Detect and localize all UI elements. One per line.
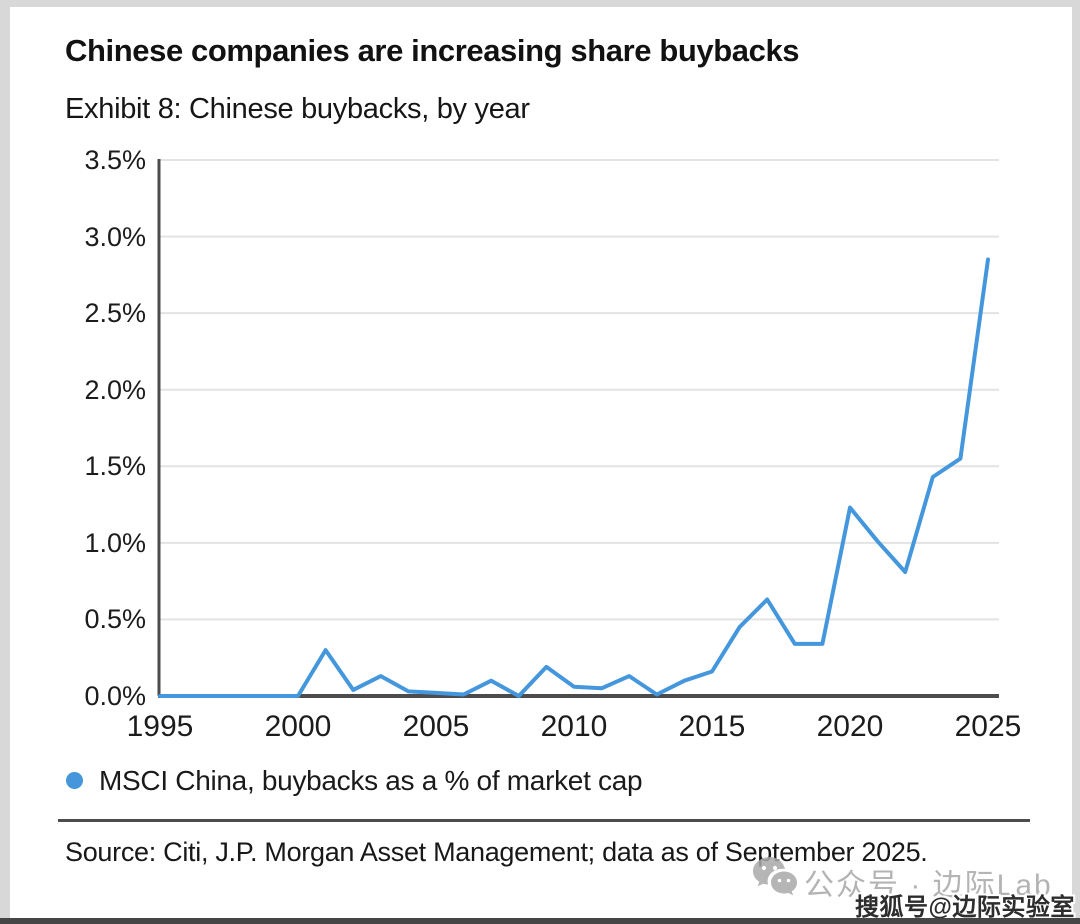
legend-label: MSCI China, buybacks as a % of market ca… bbox=[99, 765, 643, 796]
x-tick-label: 1995 bbox=[126, 710, 194, 743]
x-tick-label: 2025 bbox=[954, 710, 1022, 743]
chart-subtitle: Exhibit 8: Chinese buybacks, by year bbox=[65, 93, 530, 125]
footer-divider bbox=[58, 819, 1030, 822]
sohu-watermark-text: 搜狐号@边际实验室 bbox=[855, 894, 1075, 921]
y-tick-label: 3.0% bbox=[84, 221, 146, 252]
source-text: Source: Citi, J.P. Morgan Asset Manageme… bbox=[65, 837, 928, 867]
y-tick-label: 1.5% bbox=[84, 451, 146, 482]
page-title: Chinese companies are increasing share b… bbox=[65, 33, 800, 68]
x-tick-label: 2020 bbox=[816, 710, 884, 743]
chart-card: Chinese companies are increasing share b… bbox=[10, 7, 1074, 921]
chart-canvas bbox=[157, 159, 999, 698]
legend-marker-icon bbox=[66, 772, 83, 789]
y-tick-label: 0.0% bbox=[84, 681, 146, 711]
y-tick-label: 3.5% bbox=[84, 145, 146, 175]
x-tick-label: 2005 bbox=[402, 710, 470, 743]
wechat-watermark-text: 公众号 · 边际Lab bbox=[804, 869, 1053, 902]
wechat-icon bbox=[753, 857, 797, 896]
bottom-border-bar bbox=[0, 918, 1080, 924]
y-tick-label: 0.5% bbox=[84, 604, 146, 635]
y-tick-label: 2.0% bbox=[84, 374, 146, 405]
y-tick-label: 2.5% bbox=[84, 298, 146, 329]
x-tick-label: 2010 bbox=[540, 710, 608, 743]
x-tick-label: 2000 bbox=[264, 710, 332, 743]
x-tick-label: 2015 bbox=[678, 710, 746, 743]
line-chart: 3.5% 3.0% 2.5% 2.0% 1.5% 1.0% 0.5% 0.0% 1995 200… bbox=[10, 7, 1072, 918]
y-tick-label: 1.0% bbox=[84, 527, 146, 558]
wechat-watermark: 公众号 · 边际Lab bbox=[752, 855, 1051, 905]
data-series-line bbox=[158, 257, 990, 698]
